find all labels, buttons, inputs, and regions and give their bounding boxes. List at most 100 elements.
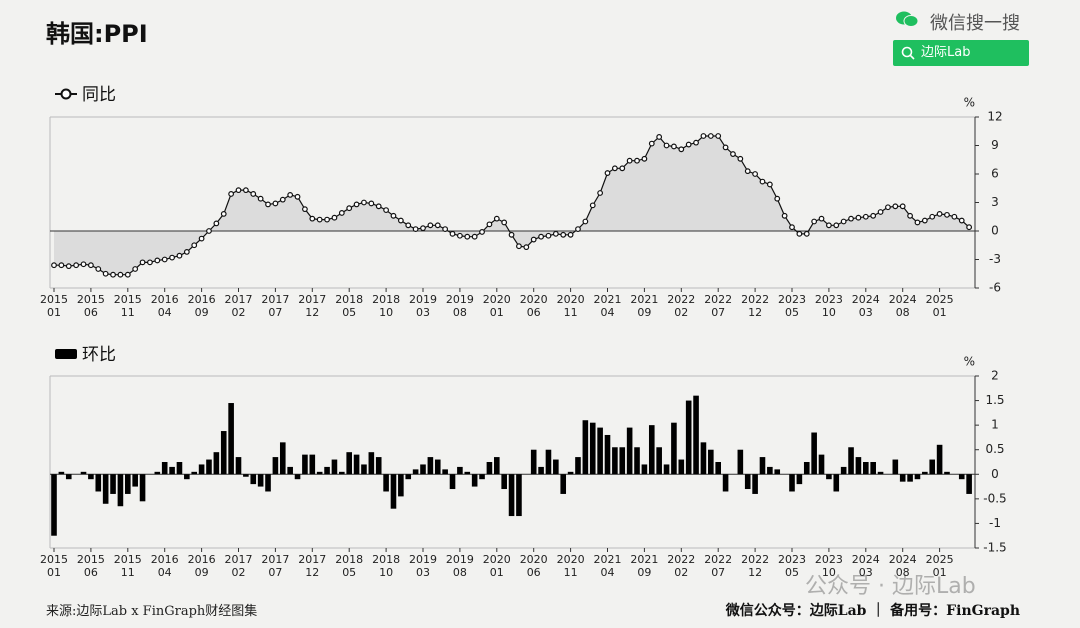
bar <box>759 457 766 475</box>
point <box>730 151 736 157</box>
point <box>766 181 773 188</box>
point <box>220 210 227 217</box>
point <box>442 226 449 233</box>
point <box>796 230 803 237</box>
bar <box>922 471 928 475</box>
point <box>464 233 471 240</box>
point <box>862 213 869 220</box>
point <box>294 193 301 200</box>
source: 来源:边际Lab x FinGraph财经图集 <box>46 604 258 619</box>
point <box>147 259 153 266</box>
bar <box>907 474 913 482</box>
bar <box>272 457 279 475</box>
point <box>840 218 847 225</box>
point <box>641 155 648 162</box>
bar <box>789 474 795 492</box>
bar <box>206 459 212 475</box>
bar <box>899 474 906 482</box>
point <box>508 231 515 238</box>
point <box>634 157 640 164</box>
x-tick-label: 2016 09 <box>187 553 216 579</box>
point <box>176 252 183 259</box>
x-tick-label: 2025 01 <box>925 293 954 319</box>
y-tick-label: 3 <box>991 195 999 209</box>
point <box>154 257 161 264</box>
x-tick-label: 2017 07 <box>261 553 290 579</box>
point <box>604 170 611 176</box>
x-tick-label: 2021 04 <box>593 293 622 319</box>
bar <box>818 454 825 475</box>
x-tick-label: 2022 07 <box>704 553 733 579</box>
y-tick-label: 6 <box>991 167 999 181</box>
bar <box>486 462 493 475</box>
point <box>538 233 544 240</box>
point <box>818 215 825 222</box>
bar <box>95 474 102 492</box>
x-tick-label: 2016 04 <box>150 553 179 579</box>
point <box>65 263 72 270</box>
bar <box>560 474 567 494</box>
bar <box>176 462 183 475</box>
bar <box>516 474 522 517</box>
point <box>715 133 722 139</box>
bar <box>575 457 581 475</box>
x-tick-label: 2022 02 <box>667 293 696 319</box>
point <box>855 214 862 221</box>
x-tick-label: 2022 07 <box>704 293 733 319</box>
bar <box>877 471 884 475</box>
point <box>235 187 242 194</box>
bar <box>316 471 323 475</box>
point <box>678 146 685 153</box>
bar <box>626 427 633 475</box>
bar <box>213 452 220 475</box>
point <box>921 217 928 224</box>
bar <box>398 474 404 497</box>
bar <box>346 452 352 475</box>
point <box>228 191 235 197</box>
x-tick-label: 2016 09 <box>187 293 216 319</box>
y-tick-label: 0 <box>991 224 999 238</box>
point <box>722 144 729 151</box>
point <box>803 230 810 237</box>
bar <box>353 454 360 475</box>
bar <box>65 474 72 480</box>
point <box>789 224 795 231</box>
point <box>737 155 744 162</box>
bar <box>139 474 146 502</box>
point <box>420 225 426 232</box>
x-tick-label: 2015 11 <box>113 553 142 579</box>
bar <box>855 457 862 475</box>
legend-label: 环比 <box>82 345 116 365</box>
bar <box>508 474 515 517</box>
bar <box>530 449 537 475</box>
bar <box>840 466 847 475</box>
x-tick-label: 2020 01 <box>482 553 511 579</box>
point <box>914 219 921 226</box>
x-tick-label: 2023 10 <box>814 293 843 319</box>
point <box>95 266 102 272</box>
y-tick-label: -6 <box>989 281 1001 295</box>
point <box>870 212 877 219</box>
bar <box>191 471 198 475</box>
point <box>309 215 316 222</box>
bar <box>671 422 677 475</box>
search-box[interactable]: 边际Lab <box>893 40 1029 66</box>
x-tick-label: 2024 03 <box>851 553 880 579</box>
point <box>493 215 500 222</box>
point <box>302 206 308 213</box>
bar <box>58 471 65 475</box>
point <box>545 232 552 239</box>
bar <box>803 462 810 475</box>
y-tick-label: 12 <box>987 110 1002 124</box>
bar <box>936 444 943 475</box>
point <box>811 218 818 225</box>
bar <box>220 431 227 475</box>
point <box>530 236 537 243</box>
point <box>139 259 146 266</box>
x-tick-label: 2017 07 <box>261 293 290 319</box>
bar <box>235 457 242 475</box>
bar <box>774 469 781 475</box>
bar <box>796 474 803 485</box>
bar <box>80 471 87 475</box>
bar <box>375 457 382 475</box>
